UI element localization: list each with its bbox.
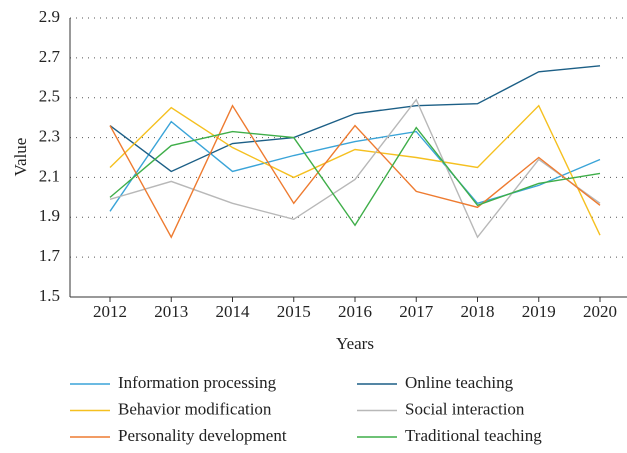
y-tick-label: 2.9 [39,7,60,26]
series-line [109,98,601,239]
y-tick-label: 1.9 [39,206,60,225]
y-tick-label: 2.5 [39,87,60,106]
legend-label: Social interaction [405,399,525,418]
y-tick-label: 1.5 [39,286,60,305]
series-line [109,126,601,227]
x-tick-label: 2018 [461,302,495,321]
x-tick-label: 2013 [154,302,188,321]
series-line [109,104,601,239]
x-axis-label: Years [336,334,374,353]
x-tick-label: 2012 [93,302,127,321]
series-line [109,65,601,173]
y-tick-label: 1.7 [39,246,61,265]
series-line [109,104,601,236]
y-axis-label: Value [11,138,30,177]
legend-label: Information processing [118,373,277,392]
legend-label: Behavior modification [118,399,272,418]
x-tick-label: 2015 [277,302,311,321]
x-tick-label: 2014 [216,302,251,321]
legend-label: Traditional teaching [405,426,542,445]
y-tick-label: 2.7 [39,47,61,66]
x-tick-label: 2020 [583,302,617,321]
y-tick-label: 2.1 [39,166,60,185]
legend-label: Personality development [118,426,287,445]
x-tick-label: 2017 [399,302,434,321]
x-tick-label: 2016 [338,302,372,321]
legend-label: Online teaching [405,373,514,392]
y-tick-label: 2.3 [39,126,60,145]
x-tick-label: 2019 [522,302,556,321]
